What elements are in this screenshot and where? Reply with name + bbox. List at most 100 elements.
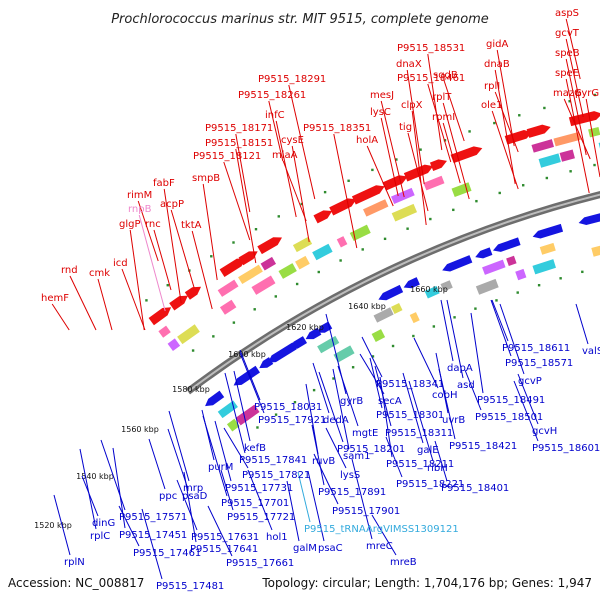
gene-label-gcvh: gcvH bbox=[532, 426, 557, 437]
gene-label-p9515_18501: P9515_18501 bbox=[475, 412, 543, 423]
gene-label-p9515_17481: P9515_17481 bbox=[156, 581, 224, 592]
gene-label-deda: dedA bbox=[323, 415, 349, 426]
gene-label-p9515_18601: P9515_18601 bbox=[532, 443, 600, 454]
guide-dot bbox=[498, 191, 501, 195]
gene-label-gcvp: gcvP bbox=[518, 376, 542, 387]
gene-label-p9515_17921: P9515_17921 bbox=[258, 415, 326, 426]
gene-label-mrec: mreC bbox=[366, 541, 393, 552]
leader-line bbox=[351, 458, 373, 540]
gene-feature-82 bbox=[205, 390, 225, 407]
leader-line bbox=[153, 229, 172, 291]
gene-label-p9515_18401: P9515_18401 bbox=[441, 483, 509, 494]
leader-line bbox=[214, 420, 232, 482]
gene-label-lysc: lysC bbox=[370, 107, 391, 118]
leader-line bbox=[496, 49, 515, 147]
leader-line bbox=[491, 299, 509, 342]
gene-feature-136 bbox=[333, 345, 355, 363]
gene-feature-7 bbox=[329, 198, 357, 216]
guide-dot bbox=[191, 349, 195, 352]
gene-label-sqdb: sqdB bbox=[433, 70, 458, 81]
tick-label: 1540 kbp bbox=[76, 472, 114, 481]
gene-label-smpb: smpB bbox=[192, 173, 220, 184]
gene-feature-95 bbox=[578, 213, 600, 226]
guide-dot bbox=[495, 299, 498, 302]
guide-dot bbox=[516, 291, 519, 294]
guide-dot bbox=[581, 270, 584, 274]
leader-line bbox=[513, 380, 539, 442]
gene-label-pyrg: pyrG bbox=[575, 88, 599, 99]
gene-label-p9515_18491: P9515_18491 bbox=[477, 395, 545, 406]
guide-dot bbox=[452, 208, 455, 212]
gene-feature-59 bbox=[219, 299, 237, 315]
gene-feature-41 bbox=[588, 127, 600, 138]
leader-line bbox=[464, 369, 482, 411]
gene-label-asd: asd bbox=[457, 380, 475, 391]
gene-feature-0 bbox=[148, 307, 172, 326]
gene-label-ruvb: ruvB bbox=[312, 456, 335, 467]
gene-feature-68 bbox=[538, 153, 561, 168]
gene-feature-2 bbox=[184, 286, 202, 300]
leader-line bbox=[337, 365, 359, 427]
leader-line bbox=[318, 371, 344, 443]
leader-line bbox=[233, 370, 251, 442]
gene-label-p9515_18171: P9515_18171 bbox=[205, 123, 273, 134]
gene-feature-86 bbox=[289, 336, 308, 349]
gene-label-p9515_18351: P9515_18351 bbox=[303, 123, 371, 134]
gene-label-gida: gidA bbox=[486, 39, 508, 50]
leader-line bbox=[224, 372, 246, 454]
gene-label-p9515_18261: P9515_18261 bbox=[238, 90, 306, 101]
guide-dot bbox=[274, 295, 277, 298]
gene-feature-15 bbox=[568, 111, 600, 127]
gene-feature-118 bbox=[506, 255, 517, 267]
leader-line bbox=[53, 494, 71, 556]
gene-label-ppc: ppc bbox=[159, 491, 177, 502]
gene-feature-40 bbox=[553, 131, 581, 147]
gene-label-p9515_18121: P9515_18121 bbox=[193, 151, 261, 162]
gene-label-p9515_17631: P9515_17631 bbox=[191, 532, 259, 543]
gene-feature-6 bbox=[313, 210, 333, 224]
gene-feature-92 bbox=[475, 247, 493, 259]
feature-tracks bbox=[145, 93, 600, 432]
gene-feature-90 bbox=[403, 277, 420, 289]
leader-line bbox=[288, 84, 316, 200]
guide-dot bbox=[383, 237, 387, 241]
guide-dot bbox=[312, 388, 316, 392]
guide-dot bbox=[395, 158, 398, 161]
gene-label-p9515_17891: P9515_17891 bbox=[318, 487, 386, 498]
gene-feature-14 bbox=[526, 124, 551, 138]
gene-feature-141 bbox=[532, 259, 556, 275]
leader-line bbox=[163, 188, 182, 304]
gene-label-p9515_18201: P9515_18201 bbox=[337, 444, 405, 455]
tick-marks: 1520 kbp 1540 kbp 1560 kbp 1580 kbp 1600 kbp… bbox=[34, 285, 448, 530]
gene-feature-38 bbox=[423, 175, 445, 191]
gene-feature-85 bbox=[267, 342, 297, 363]
leader-line bbox=[565, 38, 584, 118]
gene-label-cyse: cysE bbox=[281, 135, 304, 146]
leader-line bbox=[491, 110, 519, 190]
tick-label: 1580 kbp bbox=[172, 385, 210, 394]
guide-dot bbox=[412, 334, 415, 338]
leader-line bbox=[268, 100, 284, 162]
gene-feature-8 bbox=[351, 185, 385, 205]
gene-label-sam1: sam1 bbox=[343, 451, 370, 462]
gene-label-dnab: dnaB bbox=[484, 59, 510, 70]
leader-line bbox=[565, 58, 587, 156]
gene-feature-116 bbox=[440, 280, 453, 292]
gene-label-tig: tig bbox=[399, 122, 412, 133]
leader-line bbox=[305, 383, 319, 455]
gene-feature-138 bbox=[409, 312, 420, 324]
gene-label-hol1: hol1 bbox=[266, 532, 288, 543]
leader-line bbox=[235, 148, 257, 264]
guide-dot bbox=[254, 228, 258, 231]
leader-line bbox=[247, 469, 273, 531]
gene-feature-140 bbox=[515, 268, 527, 281]
gene-label-p9515_17841: P9515_17841 bbox=[239, 455, 307, 466]
gene-label-p9515_18291: P9515_18291 bbox=[258, 74, 326, 85]
gene-label-miaa: miaA bbox=[272, 150, 298, 161]
gene-label-rnpb: rnpB bbox=[128, 204, 152, 215]
leader-line bbox=[235, 133, 251, 213]
gene-feature-64 bbox=[336, 236, 348, 248]
gene-feature-60 bbox=[251, 275, 276, 295]
guide-dot bbox=[419, 148, 422, 151]
